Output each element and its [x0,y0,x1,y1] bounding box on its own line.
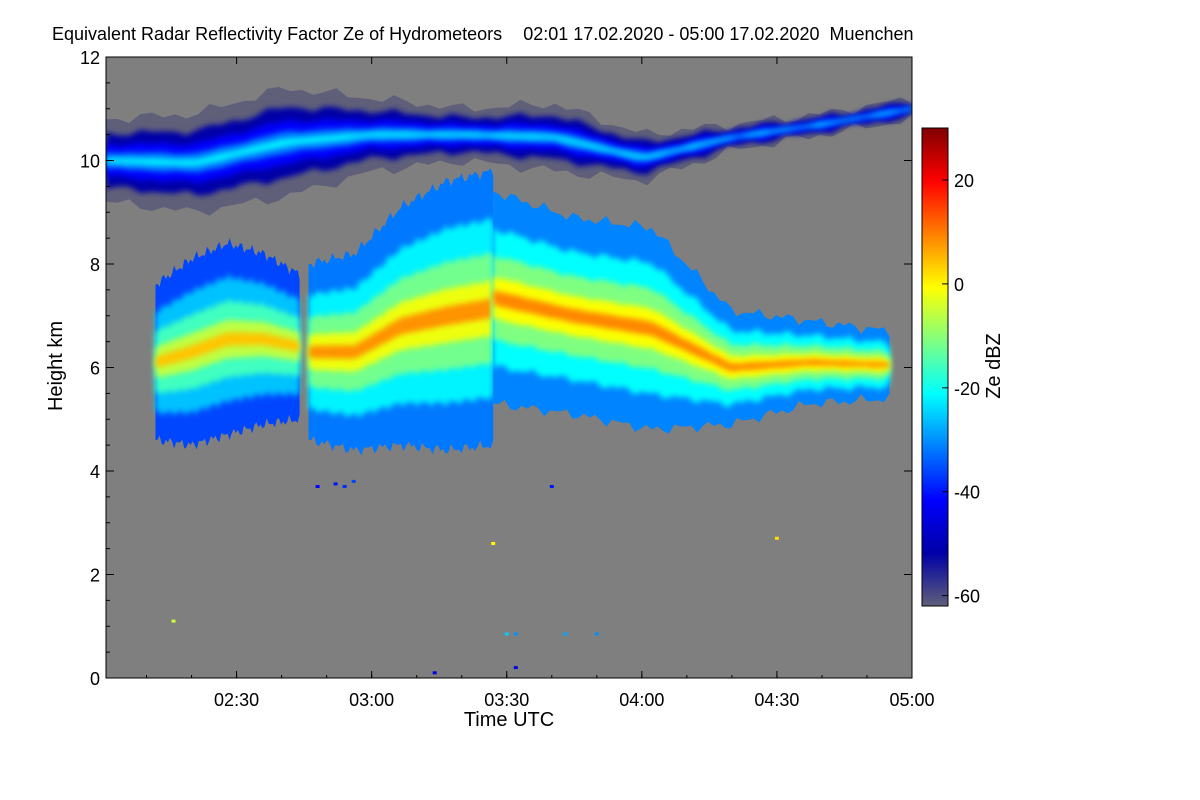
cloud-layer-main-cloud-west [155,238,300,450]
y-tick-label: 6 [90,359,100,379]
echo-point [491,542,496,545]
echo-point [432,671,437,675]
chart-time-range: 02:01 17.02.2020 - 05:00 17.02.2020 [523,24,819,44]
colorbar-tick-label: 0 [954,275,964,295]
colorbar-tick-label: -20 [954,379,980,399]
colorbar-label: Ze dBZ [983,333,1005,399]
colorbar [921,127,949,607]
x-tick-label: 03:30 [484,690,529,710]
x-tick-label: 05:00 [889,690,934,710]
echo-point [315,485,320,488]
y-tick-label: 4 [90,462,100,482]
echo-point [342,485,347,488]
echo-point [594,632,599,636]
x-tick-label: 03:00 [349,690,394,710]
y-tick-label: 0 [90,669,100,689]
y-tick-label: 12 [80,48,100,68]
sparse-echoes [171,479,779,675]
y-tick-label: 2 [90,566,100,586]
cloud-band [155,332,300,368]
y-tick-label: 8 [90,255,100,275]
y-axis-label: Height km [45,321,67,411]
cloud-layer-main-cloud-east [493,191,890,434]
echo-point [513,632,518,636]
cloud-layer-cirrus-upper [106,87,912,216]
x-tick-label: 04:30 [754,690,799,710]
colorbar-tick-label: 20 [954,171,974,191]
y-axis: 0 2 4 6 8 10 12 [80,48,912,689]
echo-point [563,632,568,636]
colorbar-tick-label: -60 [954,587,980,607]
echo-point [351,479,356,483]
echo-point [171,619,176,623]
chart-location: Muenchen [829,24,913,44]
x-axis: 02:30 03:00 03:30 04:00 04:30 05:00 [146,57,935,710]
x-axis-label: Time UTC [464,709,554,731]
echo-point [504,632,509,636]
cloud-layers [106,87,912,456]
echo-point [333,482,338,486]
colorbar-ticks: 20 0 -20 -40 -60 [942,171,980,607]
y-tick-label: 10 [80,152,100,172]
cloud-band [106,106,912,184]
cloud-band [493,290,890,372]
x-tick-label: 02:30 [214,690,259,710]
chart-title-main: Equivalent Radar Reflectivity Factor Ze … [52,24,502,44]
cloud-band [308,298,494,360]
echo-point [513,666,518,670]
x-tick-label: 04:00 [619,690,664,710]
echo-point [549,485,554,488]
cloud-band [493,276,890,379]
colorbar-tick-label: -40 [954,483,980,503]
chart-title: Equivalent Radar Reflectivity Factor Ze … [52,24,914,44]
cloud-layer-main-cloud-central [308,168,494,456]
cloud-band [106,106,912,173]
cloud-band [106,108,912,167]
echo-point [774,536,779,540]
